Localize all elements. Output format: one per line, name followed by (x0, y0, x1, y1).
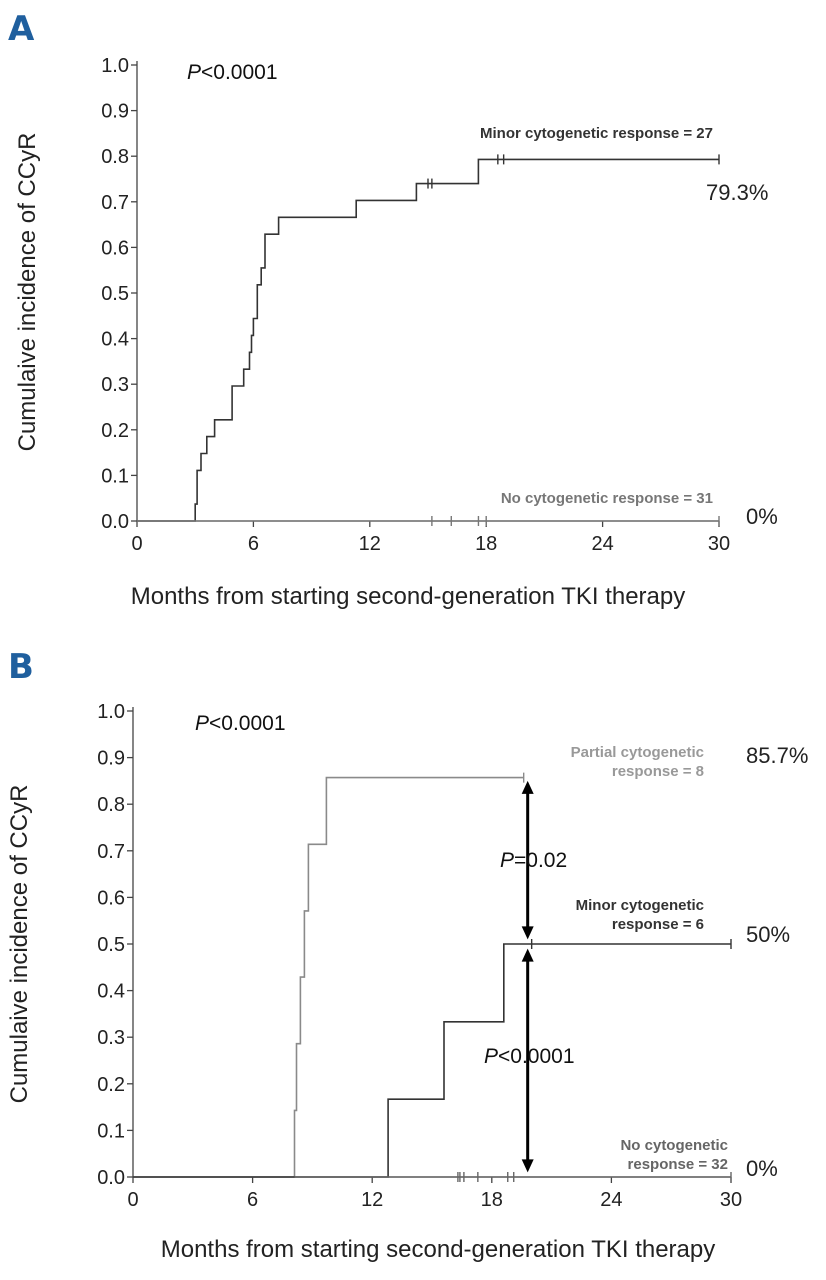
panel-b-y-axis-label: Cumulaive incidence of CCyR (6, 785, 33, 1104)
panel-b-y-tick-label: 0.3 (97, 1027, 125, 1049)
panel-b-y-tick-label: 0.9 (97, 748, 125, 770)
panel-b-x-tick-label: 30 (720, 1189, 742, 1211)
panel-a-axes: 0.0 0.1 0.2 0.3 0.4 0.5 0.6 0.7 0.8 0.9 1.0 0 6 12 18 2… (101, 55, 730, 555)
panel-a-series-label-none: No cytogenetic response = 31 (501, 490, 713, 507)
panel-b-y-tick-label: 0.1 (97, 1120, 125, 1142)
panel-a-x-tick-label: 6 (248, 533, 259, 555)
panel-b-comparison-1-arrowhead-down (521, 1159, 534, 1173)
panel-a-end-label-minor: 79.3% (706, 180, 768, 205)
panel-a-y-axis-label: Cumulaive incidence of CCyR (14, 133, 41, 452)
panel-a-y-tick-label: 0.4 (101, 329, 129, 351)
panel-a-y-tick-label: 0.6 (101, 237, 129, 259)
panel-b-end-label-partial: 85.7% (746, 743, 808, 768)
panel-a-x-axis-label: Months from starting second-generation T… (131, 583, 686, 610)
panel-b-comparison-arrows (521, 780, 534, 1173)
panel-b-series-1-line (133, 943, 731, 1178)
panel-a-y-tick-label: 0.0 (101, 511, 129, 533)
panel-b-y-tick-label: 1.0 (97, 701, 125, 723)
panel-b-series-label-none-line1: No cytogenetic (620, 1137, 728, 1154)
panel-b-letter: B (8, 647, 34, 687)
panel-b-comparison-p-lower-rest: <0.0001 (498, 1045, 575, 1068)
panel-a-y-tick-label: 0.3 (101, 374, 129, 396)
panel-a-series-0-line (137, 158, 719, 522)
panel-b-x-tick-label: 6 (247, 1189, 258, 1211)
panel-a-series (137, 154, 720, 526)
panel-a-letter: A (8, 9, 35, 49)
panel-b-series-label-partial-line1: Partial cytogenetic (571, 744, 704, 761)
panel-b-x-tick-label: 0 (127, 1189, 138, 1211)
panel-a-p-value: P<0.0001 (187, 61, 278, 84)
panel-b-comparison-p-upper-italic: P (500, 849, 514, 872)
panel-b-series-label-minor-line2: response = 6 (612, 916, 704, 933)
panel-a-y-tick-label: 0.9 (101, 101, 129, 123)
panel-b-series (133, 772, 732, 1182)
panel-a-y-tick-label: 0.5 (101, 283, 129, 305)
panel-b-series-label-none-line2: response = 32 (628, 1156, 728, 1173)
panel-b-end-label-none: 0% (746, 1156, 778, 1181)
panel-b-p-value-italic: P (195, 712, 209, 735)
panel-b-p-value-rest: <0.0001 (209, 712, 286, 735)
panel-b-end-label-minor: 50% (746, 922, 790, 947)
panel-b-comparison-p-upper: P=0.02 (500, 849, 567, 872)
panel-b-series-0-line (133, 776, 524, 1178)
panel-b-comparison-0-arrowhead-up (521, 780, 534, 794)
panel-b-x-axis-label: Months from starting second-generation T… (161, 1236, 716, 1263)
panel-a-p-value-italic: P (187, 61, 201, 84)
panel-b-p-value: P<0.0001 (195, 712, 286, 735)
panel-b-x-tick-label: 24 (600, 1189, 622, 1211)
panel-a-y-tick-label: 1.0 (101, 55, 129, 77)
panel-b-comparison-1-arrowhead-up (521, 948, 534, 962)
panel-a-p-value-rest: <0.0001 (201, 61, 278, 84)
panel-b-y-tick-label: 0.8 (97, 794, 125, 816)
panel-b-y-tick-label: 0.7 (97, 841, 125, 863)
panel-b-y-tick-label: 0.2 (97, 1074, 125, 1096)
panel-b-y-tick-label: 0.5 (97, 934, 125, 956)
panel-b-comparison-0-arrowhead-down (521, 926, 534, 940)
panel-a-x-tick-label: 30 (708, 533, 730, 555)
panel-a-y-tick-label: 0.2 (101, 420, 129, 442)
panel-b-comparison-p-lower-italic: P (484, 1045, 498, 1068)
panel-b: B 0.0 0.1 0.2 0.3 0.4 0.5 0.6 0.7 0.8 0.9 1.0 0 6 12 1… (6, 647, 808, 1263)
panel-a-series-label-minor: Minor cytogenetic response = 27 (480, 125, 713, 142)
panel-b-comparison-p-upper-rest: =0.02 (514, 849, 567, 872)
panel-b-series-label-partial-line2: response = 8 (612, 763, 704, 780)
panel-a-x-tick-label: 12 (359, 533, 381, 555)
panel-b-comparison-p-lower: P<0.0001 (484, 1045, 575, 1068)
panel-a-y-tick-label: 0.1 (101, 465, 129, 487)
panel-b-x-tick-label: 18 (481, 1189, 503, 1211)
panel-a-x-tick-label: 18 (475, 533, 497, 555)
panel-a-end-label-none: 0% (746, 504, 778, 529)
panel-b-y-tick-label: 0.0 (97, 1167, 125, 1189)
panel-b-axes: 0.0 0.1 0.2 0.3 0.4 0.5 0.6 0.7 0.8 0.9 1.0 0 6 12 18 2… (97, 701, 742, 1211)
panel-b-y-tick-label: 0.4 (97, 981, 125, 1003)
panel-b-x-tick-label: 12 (361, 1189, 383, 1211)
panel-a: A 0.0 0.1 0.2 0.3 0.4 0.5 0.6 0.7 0.8 0.9 1.0 0 6 12 1… (8, 9, 778, 610)
panel-a-y-tick-label: 0.7 (101, 192, 129, 214)
panel-a-x-tick-label: 0 (131, 533, 142, 555)
panel-b-series-label-minor-line1: Minor cytogenetic (576, 897, 704, 914)
panel-a-y-tick-label: 0.8 (101, 146, 129, 168)
panel-a-x-tick-label: 24 (591, 533, 613, 555)
panel-b-y-tick-label: 0.6 (97, 887, 125, 909)
